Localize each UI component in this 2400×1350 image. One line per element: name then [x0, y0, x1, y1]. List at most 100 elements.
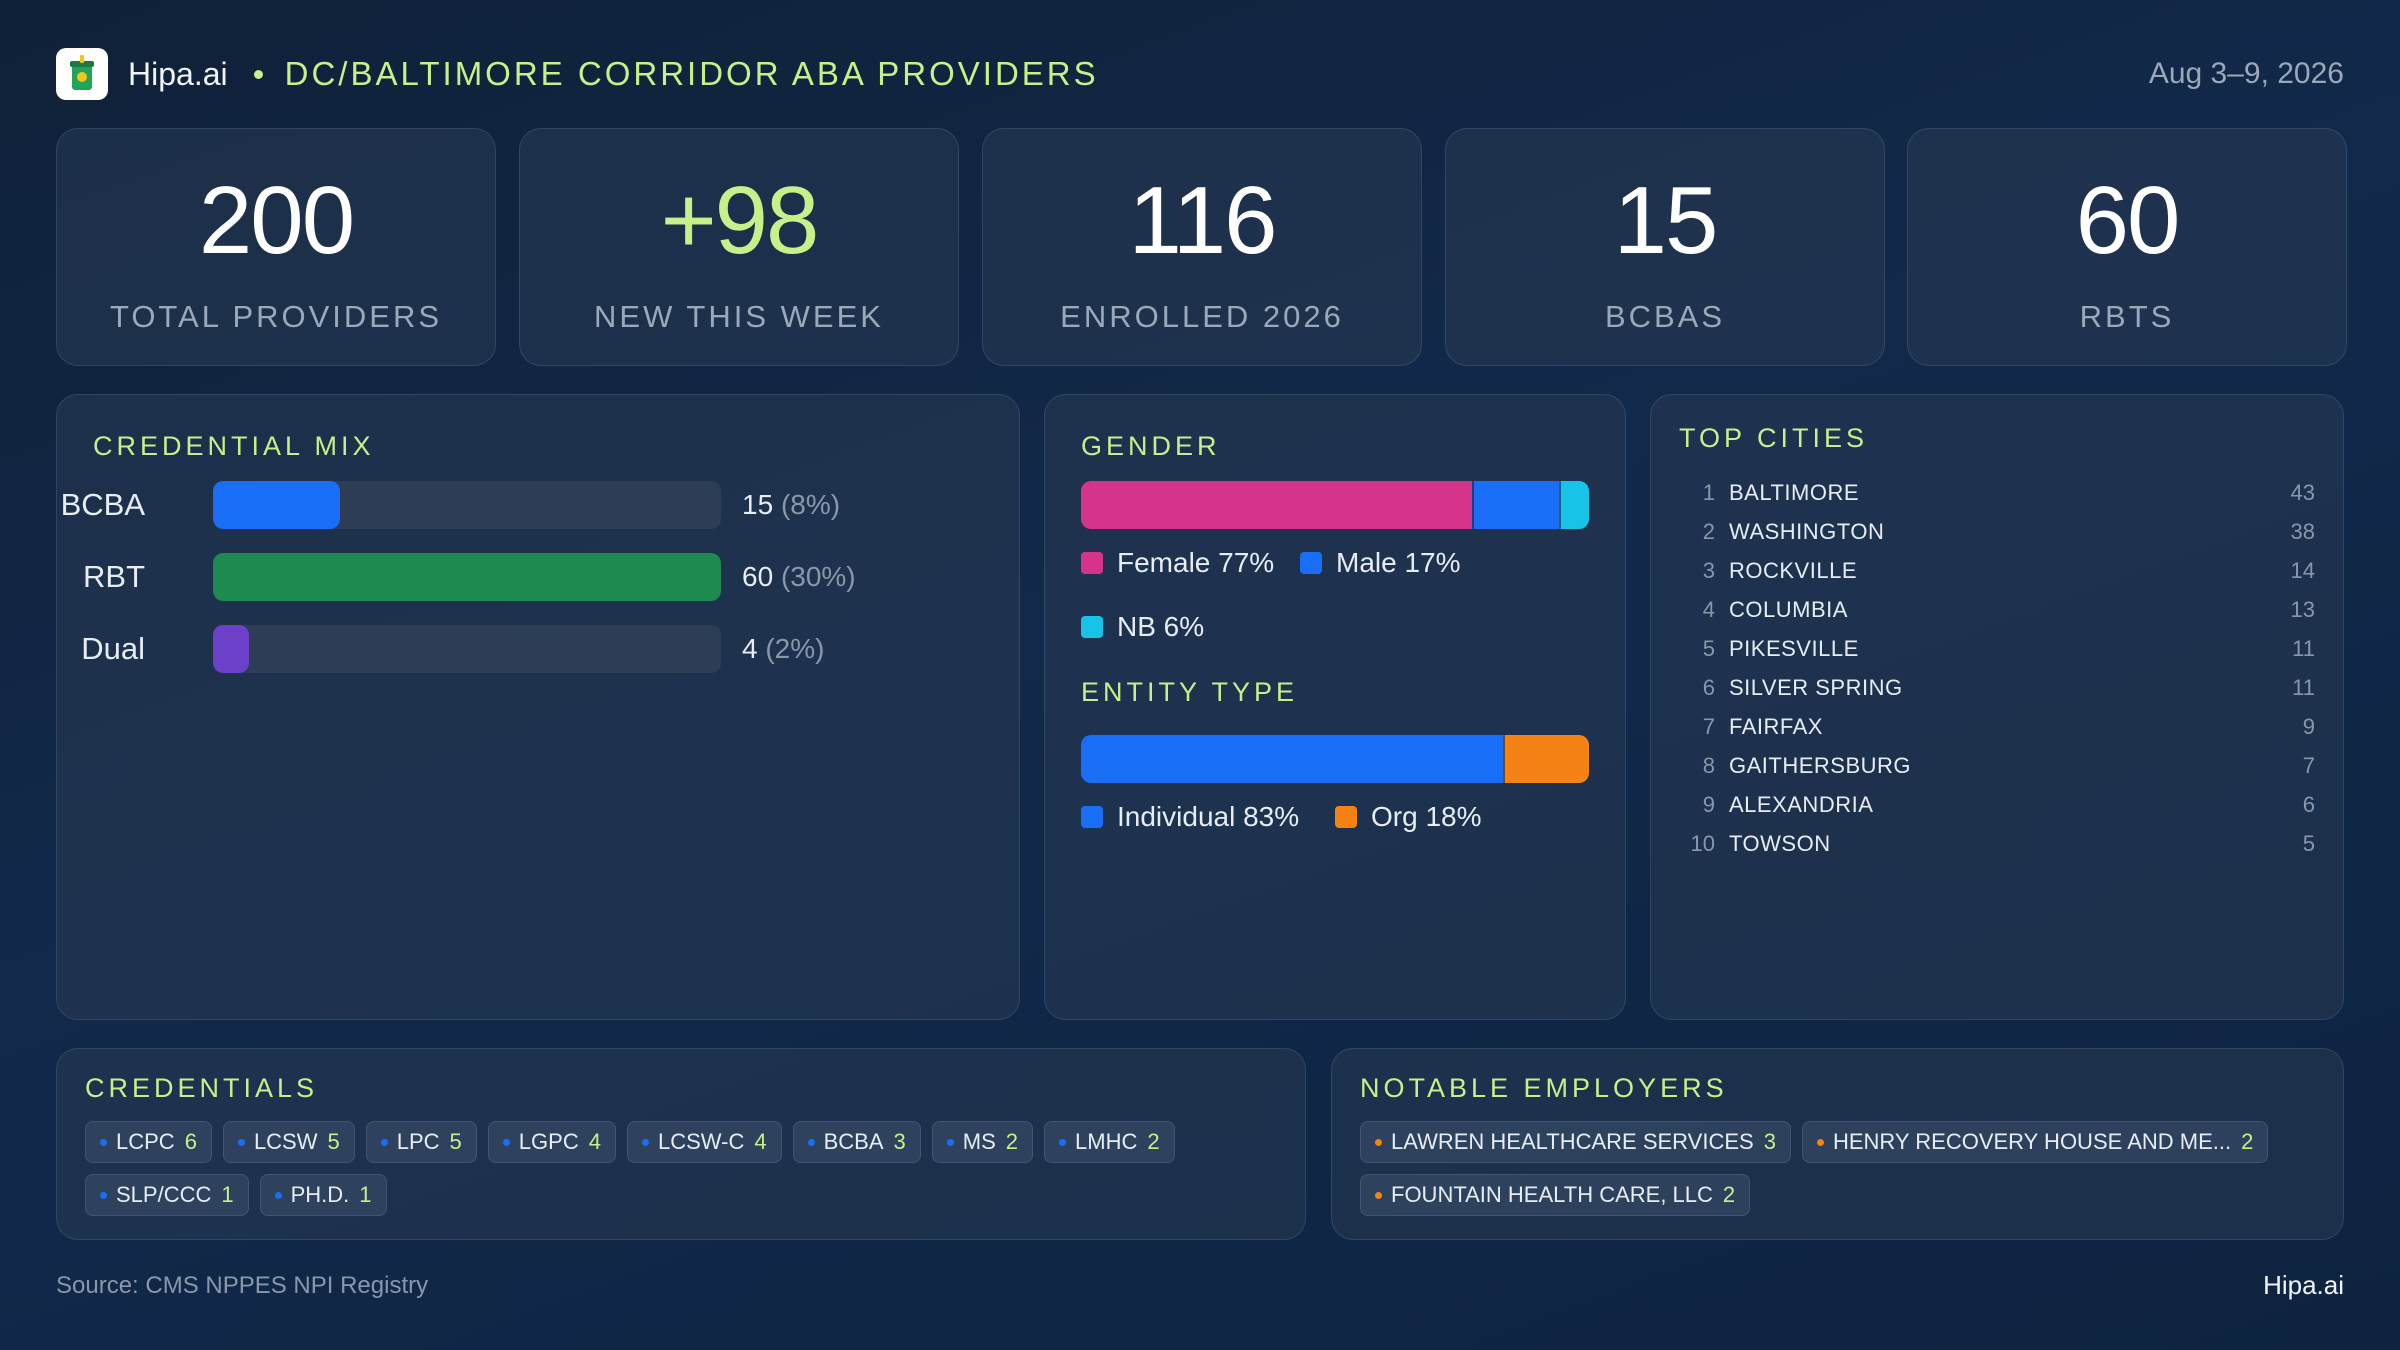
- section-title: GENDER: [1081, 431, 1221, 461]
- chip-count: 1: [221, 1182, 234, 1207]
- entity-legend-item: Individual 83%: [1081, 801, 1299, 833]
- chip-count: 3: [1763, 1129, 1776, 1154]
- credential-count: 4: [742, 633, 758, 664]
- chip-count: 2: [1722, 1182, 1736, 1207]
- chip-count: 2: [2241, 1129, 2254, 1154]
- chip-dot: [237, 1138, 245, 1146]
- stat-label: NEW THIS WEEK: [594, 299, 884, 334]
- city-count: 13: [2290, 597, 2315, 622]
- credential-label: BCBA: [60, 487, 145, 522]
- chip-label: LAWREN HEALTHCARE SERVICES: [1391, 1129, 1754, 1154]
- gender-legend-item: Female 77%: [1081, 547, 1274, 579]
- chip-dot: [946, 1138, 954, 1146]
- credential-bar: [213, 553, 721, 601]
- gender-entity-panel: GENDER Female 77% Male 17% NB 6% ENTITY TY…: [1044, 394, 1626, 1020]
- footer-brand: Hipa.ai: [2263, 1270, 2344, 1300]
- credential-bar-track: [213, 625, 721, 673]
- city-name: BALTIMORE: [1729, 480, 1860, 505]
- city-row: 2 WASHINGTON 38: [1679, 514, 2315, 550]
- chip-count: 4: [754, 1129, 767, 1154]
- entity-segment: [1081, 735, 1503, 783]
- stat-label: BCBAS: [1604, 299, 1726, 334]
- chip-label: LGPC: [518, 1129, 579, 1154]
- city-row: 4 COLUMBIA 13: [1679, 592, 2315, 628]
- chip-label: LCSW-C: [657, 1129, 745, 1154]
- credentials-chip: LGPC 4: [487, 1121, 616, 1163]
- credentials-chip: BCBA 3: [792, 1121, 921, 1163]
- legend-label: Individual 83%: [1117, 801, 1300, 832]
- section-title: TOP CITIES: [1679, 423, 1869, 453]
- chip-label: LCPC: [116, 1129, 175, 1154]
- employer-chip-list: LAWREN HEALTHCARE SERVICES 3 HENRY RECOVER…: [1360, 1121, 2323, 1216]
- city-name: SILVER SPRING: [1729, 675, 1903, 700]
- chip-count: 5: [449, 1129, 462, 1154]
- legend-label: Female 77%: [1117, 547, 1275, 578]
- city-count: 7: [2302, 753, 2315, 778]
- credential-percent: (2%): [765, 633, 825, 664]
- city-count: 43: [2290, 480, 2315, 505]
- top-cities-panel: TOP CITIES 1 BALTIMORE 43 2 WASHINGTON 38 3 ROC…: [1650, 394, 2344, 1020]
- city-name: TOWSON: [1729, 831, 1831, 856]
- gender-legend-item: NB 6%: [1081, 611, 1204, 643]
- city-count: 11: [2292, 675, 2315, 700]
- legend-label: Male 17%: [1336, 547, 1461, 578]
- employers-chip: LAWREN HEALTHCARE SERVICES 3: [1360, 1121, 1791, 1163]
- stat-label: RBTS: [2079, 299, 2175, 334]
- city-row: 6 SILVER SPRING 11: [1679, 670, 2315, 706]
- legend-swatch: [1335, 806, 1357, 828]
- city-row: 10 TOWSON 5: [1679, 826, 2315, 862]
- chip-dot: [1375, 1191, 1382, 1199]
- stat-card-bcbas: 15 BCBAS: [1445, 128, 1885, 366]
- section-title: CREDENTIALS: [85, 1073, 319, 1103]
- city-rank: 6: [1702, 675, 1715, 700]
- city-rank: 3: [1702, 558, 1715, 583]
- chip-dot: [1059, 1138, 1067, 1146]
- chip-count: 3: [893, 1129, 906, 1154]
- section-title: ENTITY TYPE: [1081, 677, 1299, 707]
- gender-segment: [1472, 481, 1559, 529]
- city-name: ROCKVILLE: [1729, 558, 1857, 583]
- city-rank: 5: [1702, 636, 1715, 661]
- credential-mix-panel: CREDENTIAL MIX BCBA 15 (8%) RBT 60 (30%) Dua…: [56, 394, 1020, 1020]
- credential-value: 4 (2%): [742, 633, 824, 665]
- stat-card-rbts: 60 RBTS: [1907, 128, 2347, 366]
- chip-dot: [641, 1138, 649, 1146]
- source-note: Source: CMS NPPES NPI Registry: [56, 1272, 429, 1299]
- brand-name: Hipa.ai: [128, 55, 228, 92]
- credentials-chip: PH.D. 1: [259, 1174, 387, 1216]
- credentials-chip: LCSW 5: [222, 1121, 355, 1163]
- chip-count: 6: [184, 1129, 197, 1154]
- credential-row: BCBA 15 (8%): [57, 481, 957, 529]
- credential-chip-list: LCPC 6 LCSW 5 LPC 5 LGPC 4 LCSW-C 4 BCBA 3 MS 2 LMHC 2 S…: [85, 1121, 1285, 1216]
- legend-swatch: [1081, 806, 1103, 828]
- credential-bar-track: [213, 481, 721, 529]
- stat-card-enrolled-2026: 116 ENROLLED 2026: [982, 128, 1422, 366]
- entity-segment: [1502, 735, 1589, 783]
- credential-bar: [213, 625, 249, 673]
- stat-label: TOTAL PROVIDERS: [109, 299, 443, 334]
- city-name: GAITHERSBURG: [1729, 753, 1912, 778]
- stat-value: 15: [1613, 167, 1719, 274]
- chip-label: LMHC: [1075, 1129, 1138, 1154]
- chip-label: FOUNTAIN HEALTH CARE, LLC: [1391, 1182, 1713, 1207]
- stat-card-total-providers: 200 TOTAL PROVIDERS: [56, 128, 496, 366]
- credential-bar-track: [213, 553, 721, 601]
- page-title: DC/BALTIMORE CORRIDOR ABA PROVIDERS: [284, 55, 1099, 92]
- chip-count: 5: [327, 1129, 340, 1154]
- city-count: 6: [2302, 792, 2315, 817]
- stat-label: ENROLLED 2026: [1060, 299, 1344, 334]
- city-rank: 1: [1702, 480, 1715, 505]
- legend-swatch: [1300, 552, 1322, 574]
- city-name: COLUMBIA: [1729, 597, 1848, 622]
- chip-dot: [1816, 1138, 1824, 1146]
- chip-label: MS: [962, 1129, 996, 1154]
- legend-swatch: [1081, 552, 1103, 574]
- chip-dot: [380, 1138, 388, 1146]
- employers-panel: NOTABLE EMPLOYERS LAWREN HEALTHCARE SERV…: [1331, 1048, 2344, 1240]
- employers-chip: HENRY RECOVERY HOUSE AND ME... 2: [1801, 1121, 2269, 1163]
- city-row: 9 ALEXANDRIA 6: [1679, 787, 2315, 823]
- city-row: 8 GAITHERSBURG 7: [1679, 748, 2315, 784]
- chip-dot: [1375, 1138, 1382, 1146]
- chip-label: BCBA: [823, 1129, 884, 1154]
- chip-count: 2: [1147, 1129, 1160, 1154]
